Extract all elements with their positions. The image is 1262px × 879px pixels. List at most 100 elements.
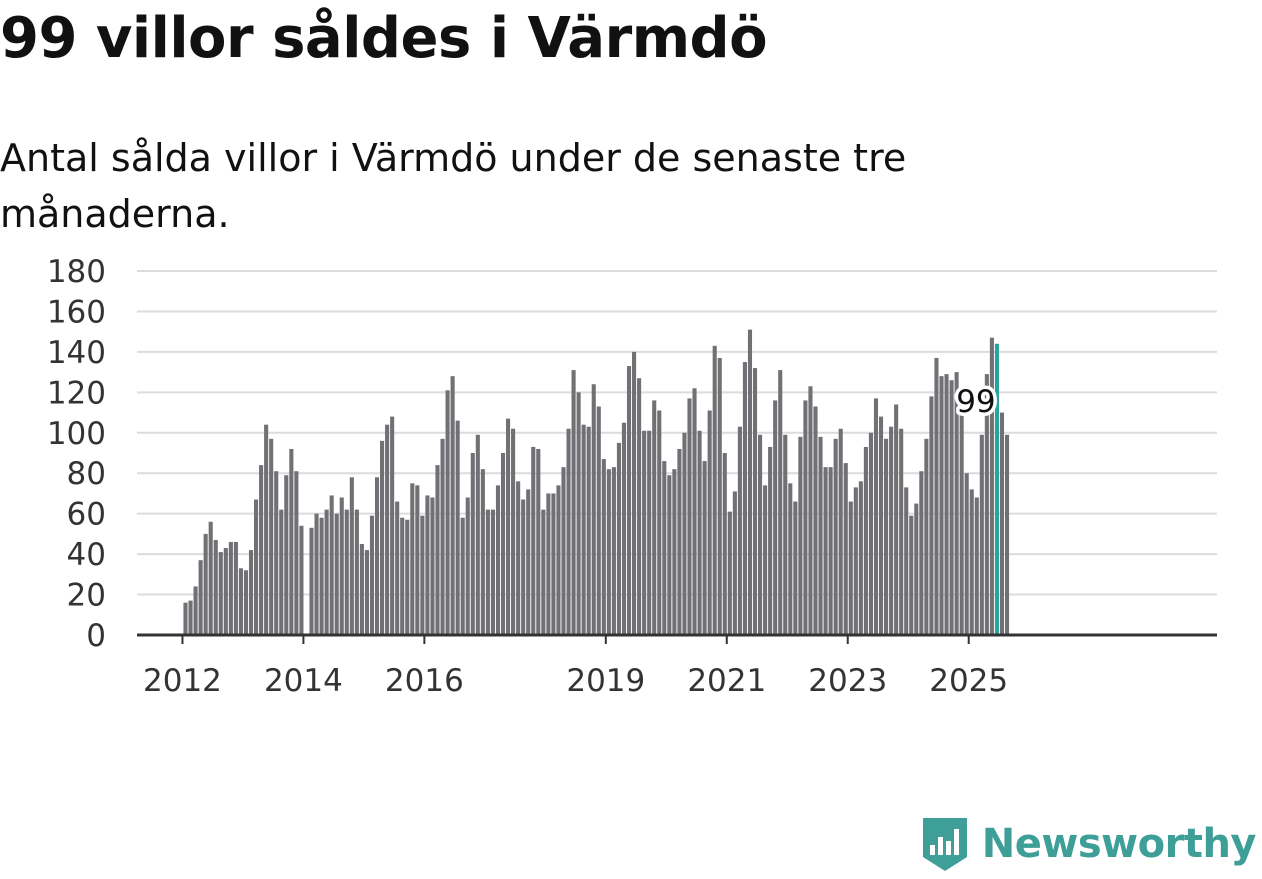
bar [909, 515, 914, 635]
bar [475, 434, 480, 635]
bar [732, 491, 737, 635]
chart-subtitle: Antal sålda villor i Värmdö under de sen… [0, 136, 907, 236]
bar [828, 467, 833, 635]
bar [259, 465, 264, 635]
y-tick-label: 140 [47, 335, 106, 371]
bar [979, 434, 984, 635]
bar [465, 497, 470, 635]
bar [808, 386, 813, 635]
bar [939, 376, 944, 635]
bar [707, 410, 712, 635]
x-tick-label: 2016 [385, 663, 464, 699]
bar [727, 511, 732, 635]
bar [944, 374, 949, 635]
bar [606, 469, 611, 635]
x-tick-label: 2014 [264, 663, 343, 699]
bar-chart: 0 20 40 60 80 100 120 140 160 180 2012 2014 2016 2019… [47, 254, 1217, 699]
bar [647, 430, 652, 635]
bar [742, 362, 747, 635]
bar [183, 602, 188, 635]
bar [899, 428, 904, 635]
bar [349, 477, 354, 635]
x-tick-label: 2023 [808, 663, 887, 699]
bar [773, 400, 778, 635]
bar [566, 428, 571, 635]
bar [697, 430, 702, 635]
bar [596, 406, 601, 635]
bar [490, 509, 495, 635]
bar [324, 509, 329, 635]
bar [934, 357, 939, 635]
bar [410, 483, 415, 635]
bar [460, 517, 465, 635]
bar [601, 459, 606, 635]
newsworthy-logo: Newsworthy [920, 815, 1257, 873]
bar [526, 489, 531, 635]
bar [652, 400, 657, 635]
bar [390, 416, 395, 635]
bar [511, 428, 516, 635]
bar [717, 357, 722, 635]
bar [314, 513, 319, 635]
bar [768, 446, 773, 635]
bar [778, 370, 783, 635]
bar [500, 453, 506, 635]
bar [858, 481, 863, 635]
bar [878, 416, 884, 635]
bar [495, 485, 501, 635]
bar [279, 509, 284, 635]
bar [425, 495, 430, 635]
bar [274, 471, 279, 635]
bar [455, 420, 460, 635]
x-tick-label: 2025 [929, 663, 1008, 699]
bar [616, 442, 621, 635]
bar [662, 461, 667, 635]
bar [228, 541, 233, 635]
bar [692, 388, 697, 635]
bar [954, 372, 959, 635]
y-tick-label: 100 [47, 416, 106, 452]
bar [344, 509, 349, 635]
bar [969, 489, 974, 635]
bar [687, 398, 692, 635]
bar [667, 475, 672, 635]
bar [1004, 434, 1010, 635]
bar [299, 525, 304, 635]
bar [233, 541, 238, 635]
bar [763, 485, 768, 635]
bar [581, 424, 586, 635]
bar [818, 436, 823, 635]
bar [974, 497, 979, 635]
bar [752, 368, 758, 635]
bar [369, 515, 375, 635]
bar [395, 501, 400, 635]
bar [798, 436, 803, 635]
bar [637, 378, 642, 635]
bar [591, 384, 596, 635]
bar [914, 503, 919, 635]
bar [284, 475, 289, 635]
bar [853, 487, 858, 635]
bar [964, 473, 969, 635]
bar [339, 497, 344, 635]
bar [254, 499, 259, 635]
bar [364, 550, 369, 635]
bar [556, 485, 561, 635]
bar [949, 380, 954, 635]
bar [737, 426, 742, 635]
bar [793, 501, 798, 635]
bar [868, 432, 873, 635]
bar [289, 448, 294, 635]
x-tick-label: 2021 [687, 663, 766, 699]
bar [430, 497, 435, 635]
bar [440, 438, 445, 635]
bar [984, 374, 989, 635]
bar [838, 428, 843, 635]
bar [480, 469, 485, 635]
y-tick-label: 40 [67, 537, 106, 573]
bar [374, 477, 380, 635]
bar [919, 471, 924, 635]
bar [747, 329, 753, 635]
bar [198, 560, 203, 635]
bar [531, 446, 536, 635]
